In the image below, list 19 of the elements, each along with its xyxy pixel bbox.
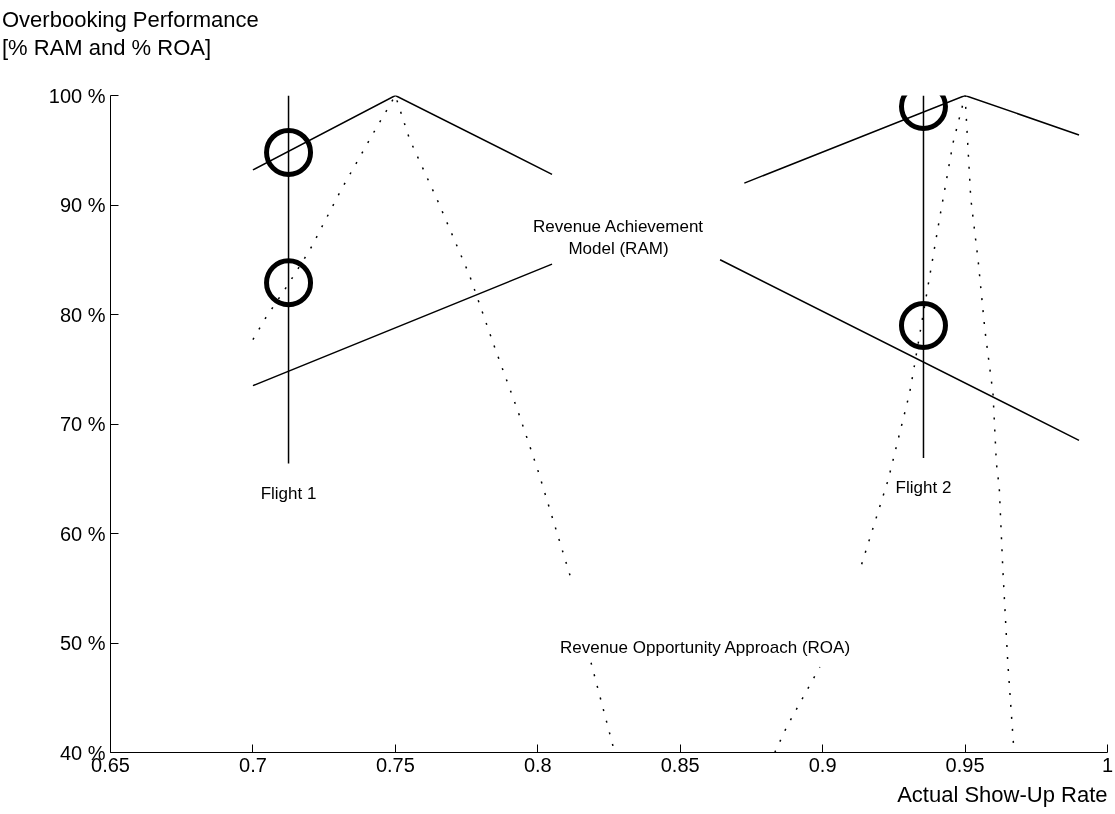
x-axis-title: Actual Show-Up Rate bbox=[897, 781, 1108, 807]
y-tick-label: 60 % bbox=[59, 522, 106, 545]
y-axis-title: Overbooking Performance [% RAM and % ROA] bbox=[2, 6, 259, 62]
series-label: Flight 1 bbox=[260, 483, 317, 503]
x-tick-label: 0.9 bbox=[808, 753, 837, 776]
x-tick-label: 1 bbox=[1101, 753, 1114, 776]
x-tick-label: 0.85 bbox=[660, 753, 700, 776]
x-tick-label: 0.95 bbox=[945, 753, 985, 776]
y-tick-label: 80 % bbox=[59, 303, 106, 326]
x-tick-label: 0.75 bbox=[375, 753, 415, 776]
annotation: Revenue Opportunity Approach (ROA) bbox=[559, 638, 851, 657]
series-label: Flight 2 bbox=[895, 478, 952, 498]
y-tick-label: 50 % bbox=[59, 632, 106, 654]
y-tick-label: 90 % bbox=[59, 194, 106, 216]
y-tick-label: 100 % bbox=[48, 84, 106, 107]
y-tick-label: 70 % bbox=[59, 413, 106, 435]
annotation: Revenue Achievement Model (RAM) bbox=[532, 217, 704, 258]
x-tick-label: 0.8 bbox=[523, 753, 552, 776]
x-tick-label: 0.7 bbox=[239, 753, 267, 776]
